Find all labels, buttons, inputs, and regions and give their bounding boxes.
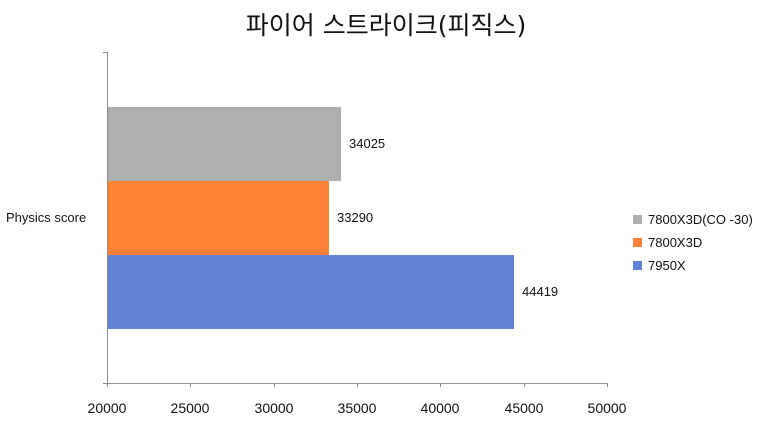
chart-title: 파이어 스트라이크(피직스)	[245, 11, 527, 40]
legend-swatch	[633, 238, 642, 247]
y-axis-tick	[103, 52, 107, 53]
legend-label: 7950X	[648, 258, 686, 273]
legend-label: 7800X3D(CO -30)	[648, 212, 753, 227]
legend-item: 7950X	[633, 254, 753, 277]
bar-7800x3d-co-30	[108, 107, 341, 181]
bar-7800x3d	[108, 181, 329, 255]
x-axis-tick-label: 30000	[254, 400, 294, 416]
legend-swatch	[633, 215, 642, 224]
y-axis-line	[107, 52, 108, 383]
x-axis-tick-label: 35000	[337, 400, 377, 416]
x-axis-tick	[607, 383, 608, 387]
legend: 7800X3D(CO -30) 7800X3D 7950X	[633, 208, 753, 277]
x-axis-tick-label: 45000	[504, 400, 544, 416]
x-axis-tick-label: 25000	[170, 400, 210, 416]
legend-item: 7800X3D	[633, 231, 753, 254]
x-axis-tick-label: 20000	[87, 400, 127, 416]
x-axis-tick	[524, 383, 525, 387]
category-label: Physics score	[6, 210, 87, 225]
x-axis-tick	[357, 383, 358, 387]
x-axis-tick-label: 40000	[420, 400, 460, 416]
x-axis-line	[103, 383, 608, 384]
x-axis-tick	[274, 383, 275, 387]
x-axis-tick	[440, 383, 441, 387]
legend-swatch	[633, 261, 642, 270]
bar-7950x	[108, 255, 514, 329]
legend-label: 7800X3D	[648, 235, 703, 250]
x-axis-tick-label: 50000	[587, 400, 627, 416]
legend-item: 7800X3D(CO -30)	[633, 208, 753, 231]
data-label: 34025	[349, 136, 386, 151]
data-label: 44419	[522, 284, 559, 299]
x-axis-tick	[107, 383, 108, 387]
data-label: 33290	[337, 210, 374, 225]
x-axis-tick	[190, 383, 191, 387]
